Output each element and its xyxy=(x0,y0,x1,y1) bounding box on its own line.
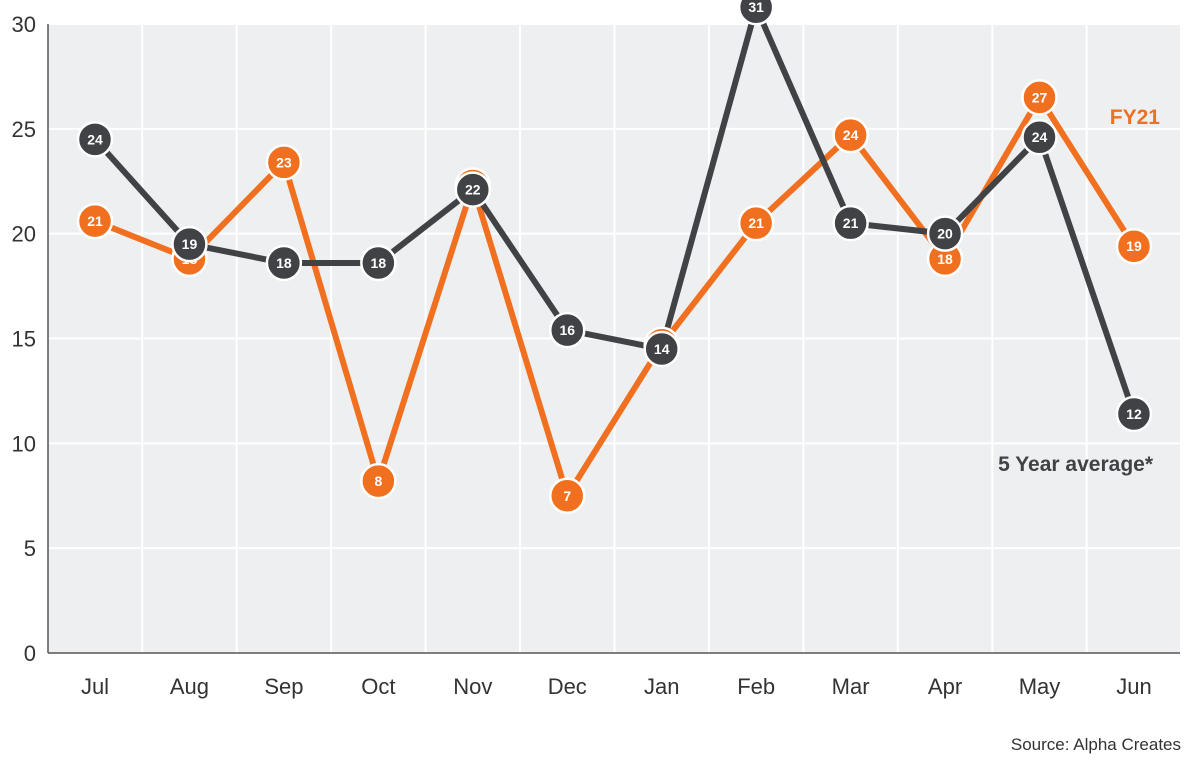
data-point-label: 18 xyxy=(371,255,387,271)
data-point-marker xyxy=(549,311,586,349)
data-point-label: 16 xyxy=(559,322,575,338)
data-point-marker xyxy=(76,202,114,240)
data-point-label: 21 xyxy=(748,215,764,231)
x-axis-ticks: Jul Aug Sep Oct Nov Dec Jan Feb Mar Apr May Jun xyxy=(81,674,1152,699)
data-point-marker xyxy=(76,121,114,158)
data-point-label: 20 xyxy=(937,226,953,242)
x-tick-label: Feb xyxy=(737,674,775,699)
data-point-marker xyxy=(265,244,303,282)
data-point-label: 19 xyxy=(182,236,198,252)
data-point-marker xyxy=(171,225,208,263)
x-tick-label: Apr xyxy=(928,674,962,699)
x-tick-label: Jun xyxy=(1116,674,1151,699)
x-tick-label: Dec xyxy=(548,674,587,699)
data-point-marker xyxy=(926,215,964,252)
y-tick-label: 10 xyxy=(12,431,36,456)
data-point-marker xyxy=(549,477,586,514)
data-point-marker xyxy=(832,116,869,154)
data-point-label: 24 xyxy=(87,131,103,147)
data-point-label: 31 xyxy=(748,0,764,15)
y-tick-label: 25 xyxy=(12,117,36,142)
series-label-fy21: FY21 xyxy=(1110,106,1161,129)
data-point-label: 8 xyxy=(374,473,382,489)
data-point-marker xyxy=(454,171,492,208)
series-points: 2118238227152124182719241918182216143121… xyxy=(76,0,1153,514)
x-tick-label: Mar xyxy=(832,674,870,699)
data-point-label: 21 xyxy=(87,213,103,229)
data-point-label: 18 xyxy=(276,255,292,271)
data-point-marker xyxy=(832,204,869,242)
data-point-label: 27 xyxy=(1032,89,1048,105)
data-point-label: 12 xyxy=(1126,406,1142,422)
y-tick-label: 5 xyxy=(24,536,36,561)
data-point-marker xyxy=(360,462,397,500)
x-tick-label: Oct xyxy=(361,674,395,699)
data-point-marker xyxy=(643,330,680,368)
series-label-5-year-average: 5 Year average* xyxy=(998,453,1154,476)
y-tick-label: 20 xyxy=(12,222,36,247)
data-point-marker xyxy=(1115,395,1153,433)
x-tick-label: Aug xyxy=(170,674,209,699)
data-point-label: 23 xyxy=(276,154,292,170)
x-tick-label: Nov xyxy=(453,674,492,699)
y-tick-label: 30 xyxy=(12,12,36,37)
data-point-marker xyxy=(1021,79,1058,116)
data-point-marker xyxy=(1115,227,1153,265)
data-point-marker xyxy=(737,204,775,242)
data-point-label: 14 xyxy=(654,341,670,357)
data-point-marker xyxy=(737,0,775,26)
x-tick-label: Jan xyxy=(644,674,679,699)
data-point-marker xyxy=(265,144,303,181)
y-tick-label: 15 xyxy=(12,327,36,352)
data-point-label: 22 xyxy=(465,182,481,198)
data-point-marker xyxy=(360,244,397,282)
source-note: Source: Alpha Creates xyxy=(1011,735,1181,754)
x-tick-label: May xyxy=(1019,674,1061,699)
data-point-label: 18 xyxy=(937,251,953,267)
x-tick-label: Jul xyxy=(81,674,109,699)
data-point-label: 19 xyxy=(1126,238,1142,254)
data-point-label: 24 xyxy=(843,127,859,143)
data-point-label: 7 xyxy=(563,488,571,504)
x-tick-label: Sep xyxy=(264,674,303,699)
data-point-marker xyxy=(1021,118,1058,156)
y-axis-ticks: 0 5 10 15 20 25 30 xyxy=(12,12,36,666)
data-point-label: 21 xyxy=(843,215,859,231)
data-point-label: 24 xyxy=(1032,129,1048,145)
y-tick-label: 0 xyxy=(24,641,36,666)
